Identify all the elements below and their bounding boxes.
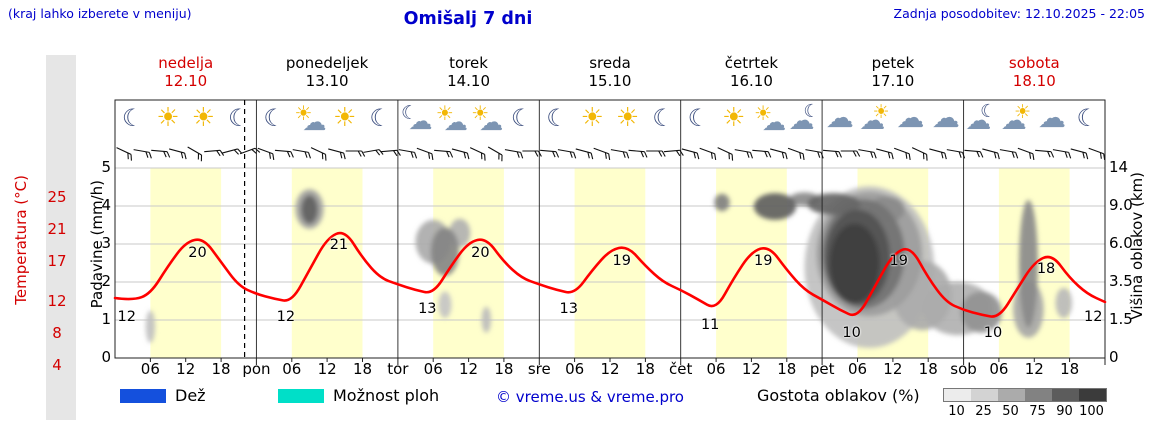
wind-barb [858,149,877,159]
wind-barb [840,150,861,157]
wind-barb [328,148,346,160]
daytime-band [574,168,646,358]
last-update: Zadnja posodobitev: 12.10.2025 - 22:05 [893,6,1145,21]
wind-barb [1070,148,1089,160]
wind-barb [1088,147,1106,161]
wind-barb [787,147,805,161]
cloud-density-scale [943,388,1107,402]
wind-barb [416,147,434,161]
temperature-axis-label: Temperatura (°C) [12,175,30,305]
wind-barb [204,149,225,157]
wind-barb [487,146,503,162]
temperature-scale-strip [46,55,76,420]
cloud-density-tick: 90 [1056,404,1073,419]
wind-barb [274,149,294,158]
wind-barb [363,149,384,156]
wind-barb [946,149,966,159]
cloud-density-swatch [1079,389,1106,401]
wind-barb [770,148,788,160]
wind-barb [434,149,454,158]
wind-barb [593,147,611,161]
daytime-band [150,168,222,358]
showers-legend-label: Možnost ploh [333,386,440,405]
wind-barb [451,148,470,160]
wind-barb [681,148,700,160]
wind-barb [752,149,772,158]
copyright-link[interactable]: © vreme.us & vreme.pro [496,388,684,406]
wind-barb [239,147,261,155]
wind-barb [540,149,560,158]
wind-barb [893,147,911,161]
cloud-height-axis-label: Višina oblakov (km) [1128,172,1146,320]
wind-barb [345,150,366,157]
page-title: Omišalj 7 dni [403,9,533,29]
cloud-density-tick: 75 [1029,404,1046,419]
wind-barb [628,149,648,158]
wind-barb [380,149,401,157]
wind-barb [398,149,418,159]
wind-barb [1017,147,1035,161]
cloud-density-legend-label: Gostota oblakov (%) [757,386,920,405]
wind-barb [610,149,630,159]
wind-barb [187,146,203,162]
temperature-curve [113,231,1107,318]
wind-barb [699,147,717,161]
wind-barb [876,148,894,160]
wind-barb [116,147,132,161]
showers-legend-swatch [278,389,324,403]
wind-barb [822,149,842,158]
cloud-density-swatch [1052,389,1079,401]
wind-barb [982,148,1000,160]
wind-barb [929,148,947,160]
cloud-density-scale-labels: 10 25 50 75 90 100 [943,404,1105,419]
cloud-density-swatch [944,389,971,401]
wind-barb [310,147,327,161]
wind-barbs-row [116,146,1106,162]
precip-axis-label: Padavine (mm/h) [88,180,106,309]
wind-barb [964,149,984,158]
wind-barb [999,149,1019,159]
cloud-density-tick: 100 [1079,404,1104,419]
cloud-density-swatch [1025,389,1052,401]
wind-barb [575,148,594,160]
cloud-density-swatch [998,389,1025,401]
wind-barb [151,149,171,158]
cloud-density-tick: 10 [948,404,965,419]
wind-barb [292,149,311,159]
wind-barb [663,149,684,157]
rain-legend-swatch [120,389,166,403]
wind-barb [504,149,524,159]
menu-hint: (kraj lahko izberete v meniju) [8,6,192,21]
wind-barb [805,149,824,159]
wind-barb [257,147,275,161]
cloud-density-tick: 50 [1002,404,1019,419]
cloud-density-tick: 25 [975,404,992,419]
wind-barb [133,149,152,159]
wind-barb [522,150,542,157]
wind-barb [734,149,753,159]
wind-barb [646,150,666,157]
wind-barb [717,147,734,161]
rain-legend-label: Dež [175,386,206,405]
wind-barb [911,147,928,161]
wind-barb [169,148,187,160]
wind-barb [1052,149,1072,159]
wind-barb [1035,149,1055,158]
wind-barb [557,149,577,159]
wind-barb [222,148,243,155]
wind-barb [469,147,486,161]
cloud-density-swatch [971,389,998,401]
